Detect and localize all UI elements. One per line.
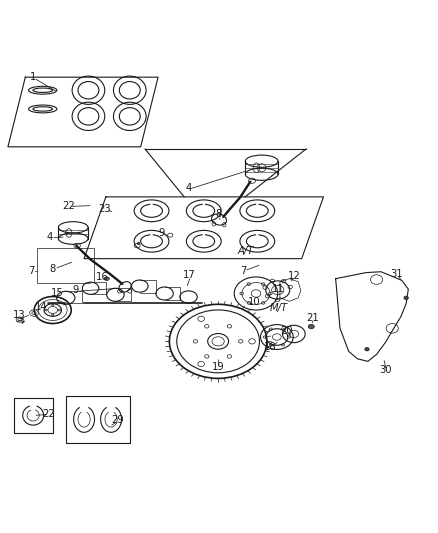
Text: 13: 13 xyxy=(13,310,26,320)
Ellipse shape xyxy=(404,296,408,300)
Polygon shape xyxy=(91,282,106,294)
Polygon shape xyxy=(165,287,180,300)
Bar xyxy=(14,398,53,433)
Text: 15: 15 xyxy=(51,288,64,298)
Text: 30: 30 xyxy=(379,365,392,375)
Text: 17: 17 xyxy=(183,270,196,280)
Polygon shape xyxy=(66,292,82,303)
Polygon shape xyxy=(140,279,156,293)
Text: M/T: M/T xyxy=(270,303,288,313)
Text: 19: 19 xyxy=(212,362,225,373)
Ellipse shape xyxy=(308,325,314,329)
Text: 7: 7 xyxy=(240,266,246,276)
Polygon shape xyxy=(84,197,323,259)
Ellipse shape xyxy=(365,348,369,351)
Ellipse shape xyxy=(137,243,140,245)
Text: A/T: A/T xyxy=(238,246,254,256)
Text: 9: 9 xyxy=(72,286,78,295)
Text: 20: 20 xyxy=(280,326,293,336)
Text: 29: 29 xyxy=(112,415,124,425)
Text: 11: 11 xyxy=(272,284,284,294)
Text: 1: 1 xyxy=(29,72,36,82)
Text: 10: 10 xyxy=(247,297,260,307)
Polygon shape xyxy=(116,288,131,301)
Text: 14: 14 xyxy=(35,302,48,312)
Text: 21: 21 xyxy=(306,313,319,323)
Text: 8: 8 xyxy=(216,209,222,219)
Polygon shape xyxy=(8,77,158,147)
Polygon shape xyxy=(280,279,301,301)
Polygon shape xyxy=(336,272,408,361)
Text: 18: 18 xyxy=(264,342,277,352)
Ellipse shape xyxy=(104,277,110,280)
Text: 22: 22 xyxy=(42,409,55,418)
Bar xyxy=(66,396,130,443)
Text: 4: 4 xyxy=(46,232,53,242)
Text: 7: 7 xyxy=(28,266,34,276)
Text: 31: 31 xyxy=(390,269,403,279)
Bar xyxy=(37,248,94,283)
Text: 8: 8 xyxy=(49,264,56,273)
Text: 12: 12 xyxy=(287,271,300,281)
Text: 16: 16 xyxy=(96,272,109,282)
Text: 4: 4 xyxy=(185,183,192,193)
Text: 22: 22 xyxy=(63,200,75,211)
Text: 9: 9 xyxy=(159,228,165,238)
Text: 23: 23 xyxy=(99,204,111,214)
